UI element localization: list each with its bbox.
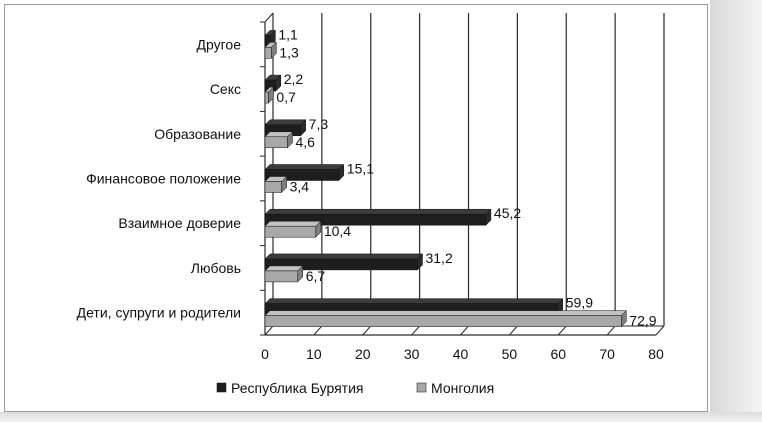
value-label-монголия-2: 4,6 xyxy=(295,134,315,150)
category-label-1: Секс xyxy=(210,81,241,97)
category-labels: Другое Секс Образование Финансовое положени… xyxy=(77,36,242,320)
value-label-монголия-5: 6,7 xyxy=(306,268,326,284)
category-label-5: Любовь xyxy=(191,260,241,276)
bar-монголия-6 xyxy=(264,310,627,328)
category-label-2: Образование xyxy=(154,126,241,142)
value-label-монголия-6: 72,9 xyxy=(629,313,656,329)
value-label-республика-бурятия-3: 15,1 xyxy=(347,161,374,177)
bar-республика-бурятия-5 xyxy=(264,253,424,271)
value-label-монголия-0: 1,3 xyxy=(279,44,299,60)
value-label-республика-бурятия-1: 2,2 xyxy=(284,71,304,87)
chart-frame xyxy=(4,4,708,412)
page-shadow-bottom xyxy=(0,412,762,422)
value-label-монголия-1: 0,7 xyxy=(276,89,296,105)
bar-монголия-5 xyxy=(264,265,304,283)
legend-swatch-buryatia xyxy=(216,382,227,393)
x-tick-label: 70 xyxy=(599,346,615,362)
bar-монголия-2 xyxy=(264,131,294,149)
bar-республика-бурятия-1 xyxy=(264,74,282,92)
bar-республика-бурятия-3 xyxy=(264,163,345,182)
category-label-6: Дети, супруги и родители xyxy=(77,305,241,321)
x-tick-label: 50 xyxy=(502,346,518,362)
floor-gridline xyxy=(411,325,420,336)
floor-gridline xyxy=(313,325,323,336)
bar-республика-бурятия-6 xyxy=(264,298,564,316)
floor-gridline xyxy=(460,325,469,336)
bar-монголия-3 xyxy=(264,175,288,194)
category-label-4: Взаимное доверие xyxy=(118,215,241,231)
value-labels: 1,1 1,3 2,2 0,7 7,3 4,6 15,1 3,4 45,2 10,4 31,2 6,7… xyxy=(276,26,656,328)
floor-gridline xyxy=(606,325,616,336)
legend-label-buryatia: Республика Бурятия xyxy=(231,380,363,396)
value-label-республика-бурятия-6: 59,9 xyxy=(566,295,593,311)
value-label-республика-бурятия-5: 31,2 xyxy=(425,250,452,266)
bar-республика-бурятия-4 xyxy=(264,208,492,226)
category-label-3: Финансовое положение xyxy=(86,171,241,187)
floor-gridline xyxy=(557,325,567,336)
bar-монголия-1 xyxy=(264,86,275,104)
x-tick-label: 0 xyxy=(261,346,269,362)
value-label-республика-бурятия-4: 45,2 xyxy=(494,205,521,221)
bar-республика-бурятия-2 xyxy=(264,119,307,137)
x-tick-label: 30 xyxy=(404,346,420,362)
bar-монголия-0 xyxy=(264,41,277,59)
category-label-0: Другое xyxy=(197,36,242,52)
floor-gridline xyxy=(655,325,665,336)
value-label-монголия-3: 3,4 xyxy=(290,179,310,195)
page-shadow-right xyxy=(710,0,762,422)
bars xyxy=(264,29,627,328)
floor-gridline xyxy=(362,325,372,336)
y-axis-top-edge xyxy=(264,12,274,23)
value-label-республика-бурятия-2: 7,3 xyxy=(309,116,329,132)
legend: Республика Бурятия Монголия xyxy=(216,380,494,396)
x-tick-label: 20 xyxy=(355,346,371,362)
x-tick-label: 40 xyxy=(453,346,469,362)
bar-монголия-4 xyxy=(264,220,322,238)
x-tick-label: 60 xyxy=(550,346,566,362)
value-label-монголия-4: 10,4 xyxy=(324,223,351,239)
legend-swatch-mongolia xyxy=(416,382,427,393)
x-tick-label: 80 xyxy=(648,346,664,362)
x-tick-label: 10 xyxy=(306,346,322,362)
floor-gridline xyxy=(509,325,518,336)
value-label-республика-бурятия-0: 1,1 xyxy=(278,26,298,42)
x-tick-labels: 0 10 20 30 40 50 60 70 80 xyxy=(261,346,664,362)
legend-label-mongolia: Монголия xyxy=(431,380,494,396)
floor-gridline xyxy=(264,325,274,336)
